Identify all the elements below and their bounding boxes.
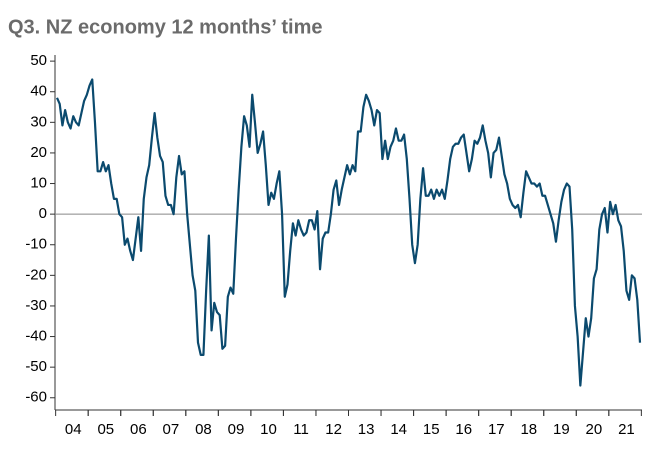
x-tick-label: 15 — [423, 421, 440, 438]
y-tick-label: 0 — [39, 205, 47, 222]
x-tick-label: 16 — [455, 421, 472, 438]
x-tick-label: 14 — [390, 421, 407, 438]
x-tick-label: 07 — [163, 421, 180, 438]
x-tick-label: 10 — [260, 421, 277, 438]
x-tick-label: 12 — [325, 421, 342, 438]
y-tick-label: 40 — [30, 83, 47, 100]
x-tick-label: 08 — [195, 421, 212, 438]
chart-title: Q3. NZ economy 12 months’ time — [8, 16, 323, 38]
x-tick-label: 20 — [586, 421, 603, 438]
x-tick-label: 21 — [618, 421, 635, 438]
y-tick-label: 10 — [30, 175, 47, 192]
x-tick-label: 06 — [130, 421, 147, 438]
x-tick-label: 11 — [293, 421, 309, 438]
x-tick-label: 05 — [97, 421, 114, 438]
x-tick-label: 04 — [65, 421, 82, 438]
y-tick-label: -10 — [25, 236, 47, 253]
y-tick-label: -60 — [25, 389, 47, 406]
y-tick-label: -20 — [25, 266, 47, 283]
y-tick-label: -30 — [25, 297, 47, 314]
x-tick-label: 19 — [553, 421, 570, 438]
y-tick-label: -40 — [25, 328, 47, 345]
y-tick-label: 20 — [30, 144, 47, 161]
y-tick-label: -50 — [25, 358, 47, 375]
x-tick-label: 09 — [228, 421, 245, 438]
x-tick-label: 17 — [488, 421, 505, 438]
x-tick-label: 13 — [358, 421, 375, 438]
y-tick-label: 30 — [30, 113, 47, 130]
data-line — [55, 78, 642, 387]
x-tick-label: 18 — [520, 421, 537, 438]
y-tick-label: 50 — [30, 52, 47, 69]
